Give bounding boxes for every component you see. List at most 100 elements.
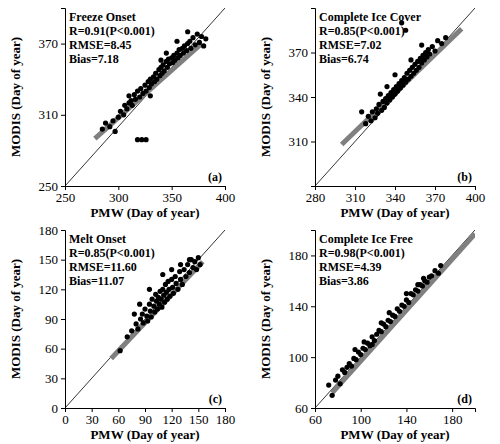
point (103, 121, 108, 126)
x-axis-title: PMW (Day of year) (90, 427, 199, 442)
point (188, 46, 193, 51)
annotation: RMSE=8.45 (69, 38, 132, 52)
y-tick-mark (61, 378, 65, 379)
x-tick: 150 (189, 408, 209, 427)
y-axis-title: MODIS (Day of year) (8, 259, 23, 379)
point (342, 370, 347, 375)
x-tick: 280 (306, 186, 326, 205)
annotation: RMSE=11.60 (69, 260, 137, 274)
x-tick: 180 (443, 408, 463, 427)
x-tick-label: 100 (351, 412, 371, 427)
point (419, 42, 424, 47)
figure: 250300350400250310370PMW (Day of year)MO… (0, 0, 500, 444)
point (144, 313, 149, 318)
y-tick-mark (311, 408, 315, 409)
x-tick: 60 (112, 408, 125, 427)
plot-area (315, 230, 475, 408)
point (370, 342, 375, 347)
point (173, 274, 178, 279)
point (392, 72, 397, 77)
x-axis-title: PMW (Day of year) (340, 427, 449, 442)
point (194, 267, 199, 272)
point (129, 328, 134, 333)
annotation: Bias=3.86 (319, 274, 369, 288)
annotation: RMSE=7.02 (319, 38, 382, 52)
y-tick: 370 (289, 45, 316, 60)
y-tick-mark (61, 319, 65, 320)
point (113, 129, 118, 134)
point (125, 334, 130, 339)
y-tick-label: 90 (45, 312, 58, 327)
x-tick: 140 (397, 408, 417, 427)
x-tick: 370 (426, 186, 446, 205)
annotation: Bias=11.07 (69, 274, 124, 288)
point (421, 276, 426, 281)
y-tick: 140 (289, 299, 316, 314)
point (358, 352, 363, 357)
x-tick: 310 (346, 186, 366, 205)
y-axis-title: MODIS (Day of year) (8, 37, 23, 157)
point (432, 48, 437, 53)
x-tick-label: 0 (62, 412, 69, 427)
plot-area (65, 230, 225, 408)
point (140, 311, 145, 316)
annotation: Bias=7.18 (69, 52, 119, 66)
x-axis: 0306090120150180 (62, 408, 235, 427)
panel: 250300350400250310370PMW (Day of year)MO… (8, 8, 235, 220)
y-tick-label: 120 (39, 282, 59, 297)
y-tick-label: 180 (289, 248, 309, 263)
y-tick: 150 (39, 252, 66, 267)
point (362, 339, 367, 344)
point (185, 29, 190, 34)
point (387, 310, 392, 315)
point (110, 118, 115, 123)
y-tick: 90 (45, 312, 65, 327)
point (402, 304, 407, 309)
point (178, 262, 183, 267)
point (159, 305, 164, 310)
x-tick: 300 (109, 186, 129, 205)
y-tick: 250 (39, 179, 66, 194)
x-axis-line (66, 187, 226, 191)
panel: 6010014018060100140180PMW (Day of year)M… (258, 230, 476, 442)
x-axis-title: PMW (Day of year) (340, 205, 449, 220)
y-tick-mark (311, 97, 315, 98)
point (185, 262, 190, 267)
x-axis: 280 310 340 370 400 (306, 186, 486, 205)
y-axis-line (61, 231, 66, 409)
point (384, 84, 389, 89)
y-tick: 340 (289, 90, 316, 105)
point (135, 326, 140, 331)
annotation: R=0.85(P<0.001) (69, 246, 155, 260)
point (130, 103, 135, 108)
y-tick: 180 (289, 248, 316, 263)
point (383, 324, 388, 329)
y-tick-label: 250 (39, 179, 59, 194)
point (436, 271, 441, 276)
x-tick: 400 (466, 186, 486, 205)
y-axis: 60100140180 (289, 231, 316, 416)
point (158, 58, 163, 63)
y-tick-label: 180 (39, 223, 59, 238)
point (192, 259, 197, 264)
y-tick-label: 370 (39, 36, 59, 51)
point (187, 257, 192, 262)
x-tick: 350 (162, 186, 182, 205)
y-tick: 310 (289, 134, 316, 149)
y-tick-label: 100 (289, 350, 309, 365)
point (145, 318, 150, 323)
point (354, 357, 359, 362)
point (415, 288, 420, 293)
y-tick-mark (61, 44, 65, 45)
annotation: RMSE=4.39 (319, 260, 382, 274)
point (178, 277, 183, 282)
y-tick-label: 30 (45, 371, 58, 386)
y-tick-label: 150 (39, 252, 59, 267)
y-tick-mark (61, 230, 65, 231)
point (378, 91, 383, 96)
x-tick-label: 340 (386, 190, 406, 205)
x-tick: 60 (309, 408, 322, 427)
point (443, 35, 448, 40)
y-tick-label: 140 (289, 299, 309, 314)
y-tick-mark (311, 255, 315, 256)
